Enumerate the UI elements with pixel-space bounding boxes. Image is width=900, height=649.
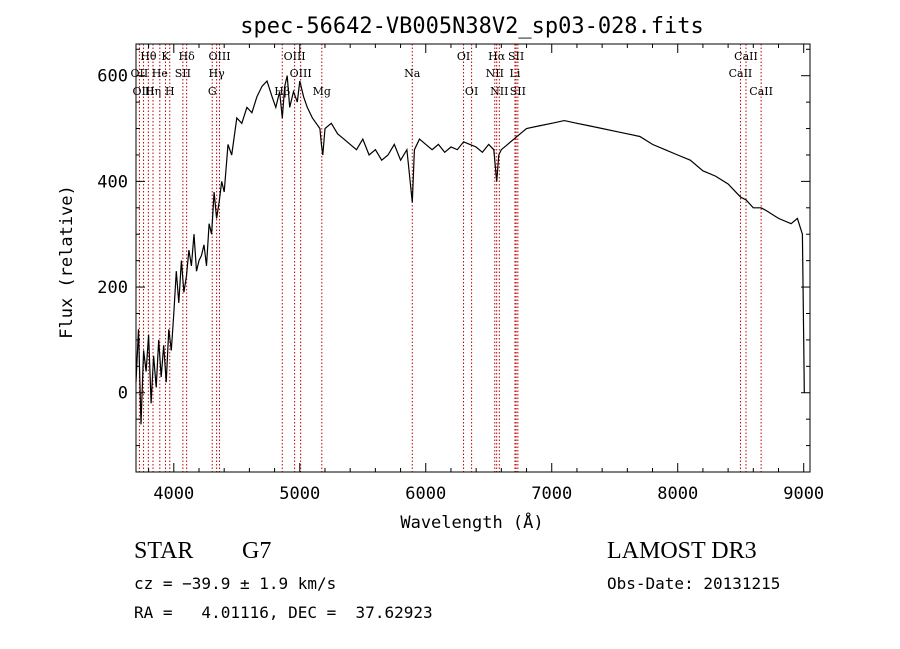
spectral-line-label-19: Hα (488, 50, 506, 63)
spectral-line-label-15: Mg (313, 85, 331, 98)
spectral-line-label-3: Hη (145, 85, 161, 98)
spectral-line-label-1: OII (131, 67, 149, 80)
spectral-line-label-10: Hγ (209, 67, 226, 80)
y-tick-label-2: 400 (97, 172, 128, 192)
spectral-line-label-9: OIII (208, 50, 230, 63)
spectral-line-label-12: Hβ (274, 85, 290, 98)
y-tick-label-0: 0 (118, 384, 128, 404)
object-subclass: G7 (242, 538, 272, 564)
spectral-line-label-0: Hθ (140, 50, 157, 63)
object-type: STAR (134, 538, 194, 564)
spectral-line-label-8: Hδ (179, 50, 196, 63)
obs-date: Obs-Date: 20131215 (607, 574, 781, 593)
spectral-line-label-21: NII (490, 85, 508, 98)
x-tick-label-0: 4000 (153, 484, 194, 504)
x-tick-label-4: 8000 (657, 484, 698, 504)
x-tick-label-2: 6000 (405, 484, 446, 504)
redshift-cz: cz = −39.9 ± 1.9 km/s (134, 574, 337, 593)
spectral-line-label-17: OI (457, 50, 470, 63)
spectral-line-label-22: SII (508, 50, 524, 63)
spectral-line-label-25: CaII (734, 50, 758, 63)
x-tick-label-1: 5000 (279, 484, 320, 504)
spectral-line-label-26: CaII (729, 67, 753, 80)
spectral-line-label-20: NII (486, 67, 504, 80)
spectral-line-label-5: K (161, 50, 170, 63)
chart-title: spec-56642-VB005N38V2_sp03-028.fits (240, 14, 704, 39)
coordinates: RA = 4.01116, DEC = 37.62923 (134, 603, 433, 622)
spectral-line-label-18: OI (465, 85, 478, 98)
x-tick-label-5: 9000 (783, 484, 824, 504)
spectral-line-label-4: He (152, 67, 168, 80)
spectral-line-label-2: OIII (133, 85, 155, 98)
spectral-line-label-16: Na (404, 67, 421, 80)
x-axis-label: Wavelength (Å) (400, 511, 543, 533)
plot-frame (135, 43, 811, 473)
spectral-line-label-7: SII (175, 67, 191, 80)
x-tick-label-3: 7000 (531, 484, 572, 504)
spectral-line-label-27: CaII (749, 85, 773, 98)
y-tick-label-3: 600 (97, 67, 128, 87)
spectral-line-label-11: G (208, 85, 217, 98)
y-tick-label-1: 200 (97, 278, 128, 298)
spectral-line-label-6: H (165, 85, 175, 98)
spectral-line-label-13: OIII (284, 50, 306, 63)
spectral-line-label-24: SII (510, 85, 526, 98)
survey-name: LAMOST DR3 (607, 538, 757, 564)
spectrum-line-spectrum (135, 75, 805, 425)
spectral-line-label-14: OIII (290, 67, 312, 80)
spectral-line-label-23: Li (510, 67, 521, 80)
y-axis-label: Flux (relative) (57, 185, 77, 339)
